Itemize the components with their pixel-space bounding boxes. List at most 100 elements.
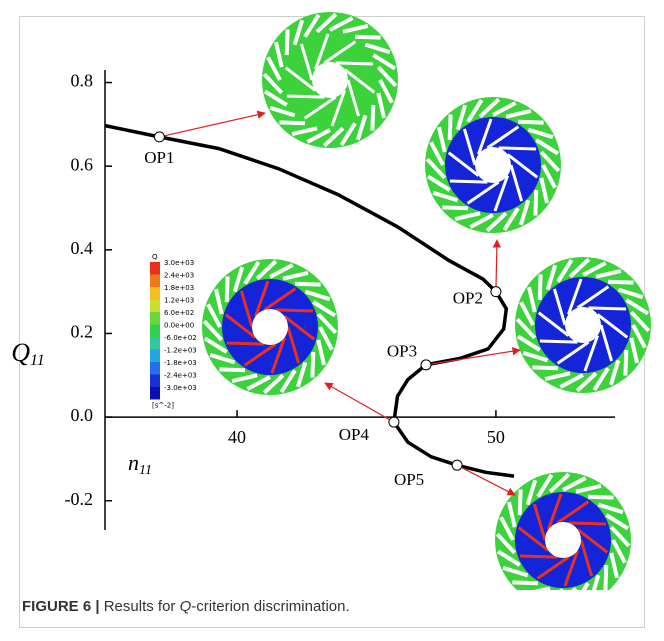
blade: [548, 472, 571, 494]
blade: [505, 109, 532, 119]
colorbar-label: 0.0e+00: [164, 322, 194, 330]
blade: [447, 114, 453, 141]
impeller-image: [515, 257, 651, 393]
operating-point: [153, 131, 165, 143]
arrow: [492, 239, 502, 292]
runner-blade: [519, 554, 558, 559]
blade: [539, 150, 561, 173]
blade: [507, 501, 517, 528]
runner-blade: [254, 280, 270, 317]
blade: [203, 336, 228, 354]
impeller-hub: [565, 307, 601, 343]
runner-blade: [270, 337, 286, 374]
blade: [629, 337, 639, 364]
blade: [545, 264, 558, 291]
blade: [539, 177, 549, 204]
colorbar-title: Q: [152, 253, 158, 261]
colorbar-swatch: [150, 349, 160, 362]
point-label: OP4: [339, 425, 370, 444]
y-axis-label: Q11: [11, 338, 45, 369]
blade: [342, 24, 369, 34]
runner-blade: [567, 278, 583, 315]
runner-blade: [243, 342, 277, 367]
arrow: [425, 347, 521, 366]
blade: [279, 369, 297, 394]
impeller-hub: [252, 309, 288, 345]
colorbar-swatch: [150, 362, 160, 375]
runner-blade: [263, 287, 297, 312]
blade: [492, 101, 517, 117]
colorbar-label: 2.4e+03: [164, 272, 194, 280]
impeller-image: [495, 472, 631, 590]
runner-blade: [346, 79, 361, 117]
runner-blade: [286, 94, 325, 99]
blade: [437, 126, 447, 153]
arrow: [159, 110, 266, 138]
colorbar-swatch: [150, 324, 160, 337]
runner-blade: [462, 128, 477, 166]
caption-text: Results for: [103, 598, 176, 615]
blade: [364, 42, 391, 55]
blade: [575, 484, 602, 494]
blade: [541, 164, 557, 189]
y-tick-label: 0.0: [71, 405, 94, 425]
blade: [517, 119, 544, 125]
blade: [536, 473, 554, 498]
blade: [284, 29, 290, 56]
blade: [231, 373, 258, 383]
blade: [499, 516, 515, 541]
blade: [214, 288, 224, 315]
blade: [556, 258, 574, 283]
runner-blade: [343, 68, 376, 94]
runner-blade: [449, 179, 488, 184]
runner-blade: [517, 526, 550, 552]
blade: [454, 211, 481, 221]
blade: [517, 489, 523, 516]
blade: [609, 525, 631, 548]
runner-blade: [547, 493, 563, 530]
blade: [426, 174, 451, 192]
runner-blade: [283, 315, 316, 341]
blade: [609, 552, 619, 579]
blade: [310, 351, 316, 378]
y-tick-label: 0.8: [71, 71, 94, 91]
blade: [292, 19, 305, 46]
colorbar-swatch: [150, 374, 160, 387]
runner-blade: [556, 340, 590, 365]
blade: [533, 189, 539, 216]
colorbar-label: 3.0e+03: [164, 259, 194, 267]
blade: [206, 303, 222, 328]
blade: [294, 281, 321, 287]
blade: [532, 365, 559, 371]
runner-blade: [552, 288, 567, 326]
colorbar-swatch: [150, 287, 160, 300]
y-tick-label: 0.2: [71, 322, 94, 342]
blade: [322, 126, 345, 148]
blade: [629, 310, 651, 333]
runner-blade: [286, 326, 301, 364]
blade: [274, 41, 284, 68]
x-label-subscript: 11: [139, 463, 152, 478]
runner-blade: [330, 90, 346, 127]
colorbar-label: 1.2e+03: [164, 297, 194, 305]
blade: [243, 260, 261, 285]
runner-blade: [239, 290, 254, 328]
blade: [269, 263, 294, 279]
blade: [303, 13, 321, 38]
impeller-hub: [312, 62, 348, 98]
colorbar-label: -1.2e+03: [164, 347, 197, 355]
blade: [533, 586, 551, 590]
colorbar-label: -6.0e+02: [164, 334, 197, 342]
blade: [466, 98, 484, 123]
colorbar-swatch: [150, 312, 160, 325]
blade: [559, 373, 584, 389]
blade: [485, 211, 508, 233]
blade: [591, 574, 601, 590]
x-axis-label: n11: [128, 450, 152, 478]
point-label: OP1: [144, 148, 174, 167]
runner-blade: [466, 180, 500, 205]
blade: [562, 476, 587, 492]
blade: [339, 122, 357, 147]
runner-blade: [226, 341, 265, 346]
